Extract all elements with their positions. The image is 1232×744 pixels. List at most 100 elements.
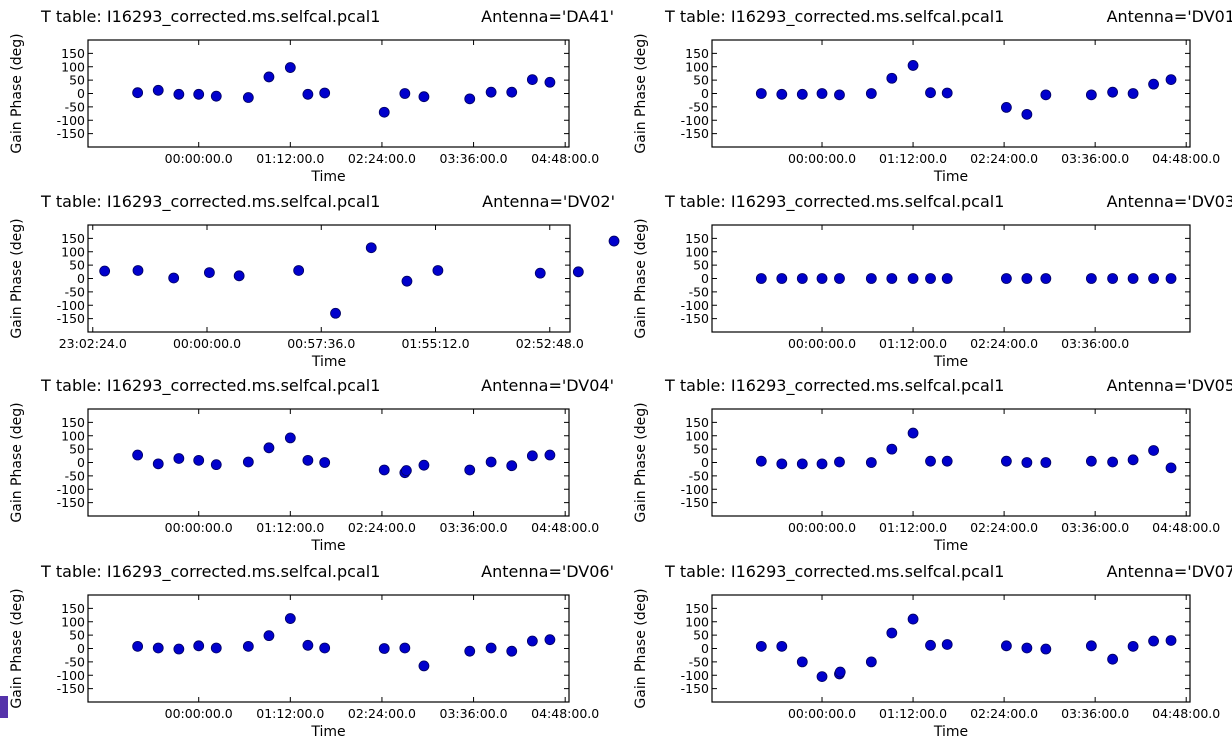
x-tick-label: 00:57:36.0 bbox=[287, 336, 355, 351]
panel-title: T table: I16293_corrected.ms.selfcal.pca… bbox=[664, 376, 1004, 396]
chart-panel-6: T table: I16293_corrected.ms.selfcal.pca… bbox=[633, 376, 1232, 554]
y-tick-label: 150 bbox=[61, 601, 85, 616]
data-point bbox=[1148, 635, 1159, 647]
data-point bbox=[284, 613, 296, 624]
data-point bbox=[544, 449, 556, 461]
data-point bbox=[464, 645, 476, 657]
y-tick-label: -100 bbox=[681, 668, 709, 683]
y-tick-label: -50 bbox=[689, 468, 709, 483]
data-point bbox=[263, 71, 275, 83]
x-axis-label: Time bbox=[933, 169, 968, 185]
data-point bbox=[242, 92, 254, 103]
data-point bbox=[485, 456, 497, 468]
y-tick-label: -150 bbox=[681, 681, 709, 696]
panel-antenna-label: Antenna='DV01 bbox=[1107, 7, 1232, 26]
data-point bbox=[399, 642, 411, 654]
y-tick-label: 150 bbox=[685, 46, 709, 61]
data-point bbox=[907, 60, 919, 71]
y-tick-label: 50 bbox=[69, 73, 85, 88]
data-point bbox=[1127, 88, 1139, 99]
y-tick-label: 100 bbox=[685, 244, 709, 259]
data-point bbox=[400, 465, 412, 476]
x-tick-label: 00:00:00.0 bbox=[165, 706, 233, 721]
data-point bbox=[886, 273, 898, 284]
data-point bbox=[263, 630, 275, 642]
data-point bbox=[1148, 273, 1159, 284]
data-point bbox=[1000, 273, 1012, 284]
data-point bbox=[526, 450, 538, 462]
data-point bbox=[796, 458, 808, 470]
data-point bbox=[865, 88, 877, 99]
x-tick-label: 02:24:00.0 bbox=[970, 520, 1038, 535]
y-tick-label: 100 bbox=[685, 428, 709, 443]
data-point bbox=[152, 84, 164, 96]
data-point bbox=[132, 265, 144, 276]
data-point bbox=[816, 273, 828, 284]
y-axis-label: Gain Phase (deg) bbox=[9, 588, 25, 708]
y-tick-label: 100 bbox=[61, 59, 85, 74]
x-tick-label: 00:00:00.0 bbox=[788, 706, 856, 721]
data-point bbox=[319, 457, 331, 468]
data-point bbox=[293, 265, 305, 276]
y-axis-label: Gain Phase (deg) bbox=[633, 218, 649, 338]
data-point bbox=[865, 457, 877, 468]
data-point bbox=[608, 235, 620, 247]
y-tick-label: 50 bbox=[693, 628, 709, 643]
data-point bbox=[907, 427, 919, 439]
data-point bbox=[1021, 642, 1033, 654]
x-tick-label: 01:12:00.0 bbox=[256, 706, 324, 721]
x-tick-label: 04:48:00.0 bbox=[531, 151, 599, 166]
y-axis-label: Gain Phase (deg) bbox=[9, 402, 25, 522]
data-point bbox=[834, 273, 845, 284]
x-tick-label: 03:36:00.0 bbox=[1061, 336, 1129, 351]
data-point bbox=[193, 640, 205, 652]
x-axis-label: Time bbox=[933, 724, 968, 740]
data-point bbox=[941, 639, 953, 650]
data-point bbox=[572, 266, 584, 278]
plot-frame bbox=[87, 224, 571, 333]
data-point bbox=[152, 642, 164, 654]
y-tick-label: 0 bbox=[701, 86, 709, 101]
chart-panel-5: T table: I16293_corrected.ms.selfcal.pca… bbox=[9, 376, 614, 554]
y-tick-label: 0 bbox=[77, 86, 85, 101]
panel-antenna-label: Antenna='DV06' bbox=[481, 562, 614, 581]
chart-panel-8: T table: I16293_corrected.ms.selfcal.pca… bbox=[633, 562, 1232, 740]
data-point bbox=[1127, 454, 1139, 466]
panel-title: T table: I16293_corrected.ms.selfcal.pca… bbox=[40, 192, 380, 212]
panel-antenna-label: Antenna='DV02' bbox=[482, 192, 615, 211]
y-tick-label: -150 bbox=[57, 311, 85, 326]
data-point bbox=[1107, 273, 1119, 284]
data-point bbox=[834, 456, 845, 468]
x-tick-label: 23:02:24.0 bbox=[59, 336, 127, 351]
chart-panel-3: T table: I16293_corrected.ms.selfcal.pca… bbox=[9, 192, 620, 370]
panel-antenna-label: Antenna='DV04' bbox=[481, 376, 614, 395]
data-point bbox=[132, 449, 144, 461]
x-tick-label: 01:12:00.0 bbox=[879, 151, 947, 166]
data-point bbox=[1085, 640, 1097, 652]
data-point bbox=[399, 88, 411, 99]
chart-panel-7: T table: I16293_corrected.ms.selfcal.pca… bbox=[9, 562, 614, 740]
y-tick-label: 150 bbox=[61, 46, 85, 61]
y-tick-label: 150 bbox=[685, 231, 709, 246]
x-tick-label: 00:00:00.0 bbox=[788, 151, 856, 166]
y-tick-label: -50 bbox=[689, 654, 709, 669]
y-tick-label: 0 bbox=[701, 641, 709, 656]
data-point bbox=[210, 642, 222, 654]
data-point bbox=[1107, 86, 1119, 98]
x-axis-label: Time bbox=[933, 354, 968, 370]
y-tick-label: -50 bbox=[689, 284, 709, 299]
corner-accent-mark bbox=[0, 696, 8, 718]
data-point bbox=[1148, 445, 1159, 456]
data-point bbox=[506, 460, 518, 472]
chart-panel-2: T table: I16293_corrected.ms.selfcal.pca… bbox=[633, 7, 1232, 185]
y-tick-label: 100 bbox=[61, 244, 85, 259]
x-axis-label: Time bbox=[310, 538, 345, 554]
y-tick-label: 0 bbox=[77, 271, 85, 286]
data-point bbox=[210, 90, 222, 102]
x-tick-label: 01:12:00.0 bbox=[256, 151, 324, 166]
chart-panel-1: T table: I16293_corrected.ms.selfcal.pca… bbox=[9, 7, 614, 185]
panel-title: T table: I16293_corrected.ms.selfcal.pca… bbox=[664, 7, 1004, 27]
data-point bbox=[1165, 462, 1177, 474]
y-tick-label: -100 bbox=[681, 113, 709, 128]
data-point bbox=[534, 267, 546, 279]
